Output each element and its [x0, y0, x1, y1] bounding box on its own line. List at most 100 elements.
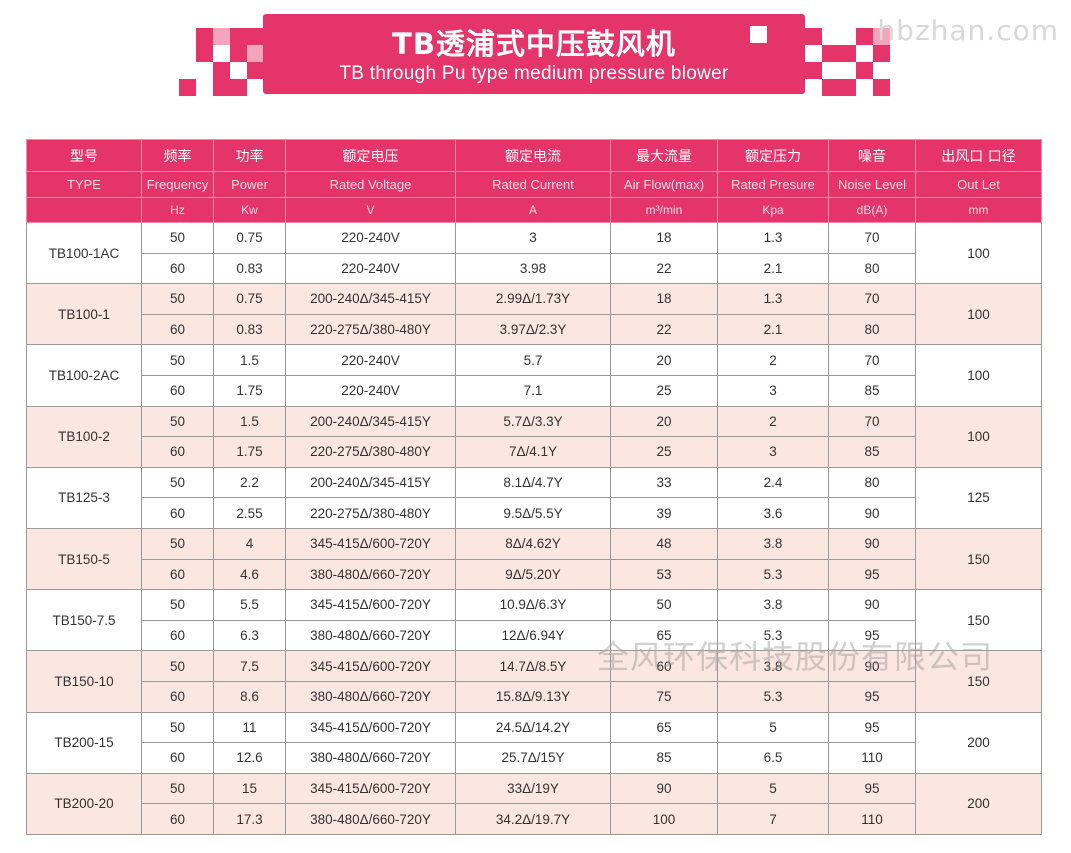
freq-cell: 60 — [141, 252, 214, 285]
voltage-cell: 380-480Δ/660-720Y — [285, 680, 456, 713]
voltage-cell: 380-480Δ/660-720Y — [285, 803, 456, 835]
voltage-cell: 220-275Δ/380-480Y — [285, 313, 456, 346]
outlet-cell: 100 — [915, 344, 1042, 407]
noise-cell: 70 — [828, 222, 916, 254]
flow-cell: 90 — [610, 772, 718, 805]
freq-cell: 50 — [141, 711, 214, 744]
power-cell: 4 — [213, 527, 286, 560]
model-cell: TB150-10 — [26, 650, 142, 713]
flow-cell: 48 — [610, 527, 718, 560]
pressure-cell: 3.8 — [717, 527, 829, 560]
header-en-0: TYPE — [26, 171, 142, 198]
voltage-cell: 345-415Δ/600-720Y — [285, 711, 456, 744]
header-en-6: Rated Presure — [717, 171, 829, 198]
pressure-cell: 5.3 — [717, 558, 829, 591]
model-cell: TB150-7.5 — [26, 589, 142, 652]
table-header: 型号 频率 功率 额定电压 额定电流 最大流量 额定压力 噪音 出风口 口径 TYPE Frequ… — [26, 139, 1042, 223]
noise-cell: 80 — [828, 252, 916, 285]
freq-cell: 60 — [141, 803, 214, 835]
pressure-cell: 5.3 — [717, 680, 829, 713]
page-subtitle: TB through Pu type medium pressure blowe… — [339, 63, 729, 84]
pressure-cell: 2 — [717, 344, 829, 376]
pressure-cell: 2.1 — [717, 313, 829, 346]
header-unit-5: m³/min — [610, 197, 718, 223]
header-unit-2: Kw — [213, 197, 286, 223]
current-cell: 8.1Δ/4.7Y — [455, 466, 611, 499]
flow-cell: 100 — [610, 803, 718, 835]
freq-cell: 50 — [141, 650, 214, 682]
pressure-cell: 1.3 — [717, 222, 829, 254]
pressure-cell: 1.3 — [717, 283, 829, 315]
flow-cell: 50 — [610, 589, 718, 621]
voltage-cell: 345-415Δ/600-720Y — [285, 589, 456, 621]
noise-cell: 95 — [828, 558, 916, 591]
flow-cell: 20 — [610, 344, 718, 376]
freq-cell: 50 — [141, 527, 214, 560]
flow-cell: 22 — [610, 252, 718, 285]
flow-cell: 60 — [610, 650, 718, 682]
table-row: TB100-1 50 0.75 200-240Δ/345-415Y 2.99Δ/1.73… — [26, 283, 1042, 346]
watermark: hbzhan.com — [877, 14, 1059, 47]
current-cell: 25.7Δ/15Y — [455, 742, 611, 774]
flow-cell: 25 — [610, 436, 718, 468]
pressure-cell: 3.6 — [717, 497, 829, 529]
power-cell: 2.55 — [213, 497, 286, 529]
header-unit-7: dB(A) — [828, 197, 916, 223]
header-en-7: Noise Level — [828, 171, 916, 198]
freq-cell: 60 — [141, 558, 214, 591]
header-unit-0 — [26, 197, 142, 223]
voltage-cell: 200-240Δ/345-415Y — [285, 466, 456, 499]
header-cn-2: 功率 — [213, 139, 286, 172]
pressure-cell: 2 — [717, 405, 829, 438]
power-cell: 5.5 — [213, 589, 286, 621]
pressure-cell: 2.4 — [717, 466, 829, 499]
noise-cell: 110 — [828, 803, 916, 835]
flow-cell: 25 — [610, 374, 718, 407]
header-unit-8: mm — [915, 197, 1042, 223]
freq-cell: 50 — [141, 589, 214, 621]
table-row: TB100-2 50 1.5 200-240Δ/345-415Y 5.7Δ/3.3Y 20… — [26, 405, 1042, 468]
current-cell: 9.5Δ/5.5Y — [455, 497, 611, 529]
flow-cell: 33 — [610, 466, 718, 499]
noise-cell: 70 — [828, 283, 916, 315]
current-cell: 3 — [455, 222, 611, 254]
header-cn-5: 最大流量 — [610, 139, 718, 172]
current-cell: 24.5Δ/14.2Y — [455, 711, 611, 744]
noise-cell: 90 — [828, 527, 916, 560]
table-row: TB100-1AC 50 0.75 220-240V 3 18 1.3 70 100 — [26, 221, 1042, 285]
table-row: TB100-2AC 50 1.5 220-240V 5.7 20 2 70 100 — [26, 344, 1042, 407]
pressure-cell: 3.8 — [717, 589, 829, 621]
model-cell: TB100-2AC — [26, 344, 142, 407]
header-en-2: Power — [213, 171, 286, 198]
flow-cell: 85 — [610, 742, 718, 774]
header-unit-1: Hz — [141, 197, 214, 223]
table-row: 60 0.83 220-275Δ/380-480Y 3.97Δ/2.3Y 22 2.1 80 — [27, 313, 1042, 346]
power-cell: 0.75 — [213, 283, 286, 315]
power-cell: 11 — [213, 711, 286, 744]
power-cell: 1.5 — [213, 405, 286, 438]
outlet-cell: 200 — [915, 772, 1042, 835]
voltage-cell: 380-480Δ/660-720Y — [285, 619, 456, 652]
noise-cell: 90 — [828, 589, 916, 621]
table-row: TB125-3 50 2.2 200-240Δ/345-415Y 8.1Δ/4.7Y 33… — [26, 466, 1042, 529]
voltage-cell: 220-275Δ/380-480Y — [285, 497, 456, 529]
flow-cell: 65 — [610, 711, 718, 744]
power-cell: 1.5 — [213, 344, 286, 376]
power-cell: 6.3 — [213, 619, 286, 652]
outlet-cell: 100 — [915, 283, 1042, 346]
current-cell: 5.7Δ/3.3Y — [455, 405, 611, 438]
freq-cell: 50 — [141, 466, 214, 499]
header-en-1: Frequency — [141, 171, 214, 198]
power-cell: 0.75 — [213, 222, 286, 254]
voltage-cell: 345-415Δ/600-720Y — [285, 650, 456, 682]
voltage-cell: 200-240Δ/345-415Y — [285, 405, 456, 438]
model-cell: TB125-3 — [26, 466, 142, 529]
noise-cell: 70 — [828, 344, 916, 376]
voltage-cell: 220-240V — [285, 222, 456, 254]
table-row: 60 8.6 380-480Δ/660-720Y 15.8Δ/9.13Y 75 5.3 95 — [27, 680, 1042, 713]
power-cell: 4.6 — [213, 558, 286, 591]
noise-cell: 90 — [828, 650, 916, 682]
table-row: 60 17.3 380-480Δ/660-720Y 34.2Δ/19.7Y 100 7 11… — [27, 803, 1042, 835]
outlet-cell: 100 — [915, 405, 1042, 468]
header-en-8: Out Let — [915, 171, 1042, 198]
